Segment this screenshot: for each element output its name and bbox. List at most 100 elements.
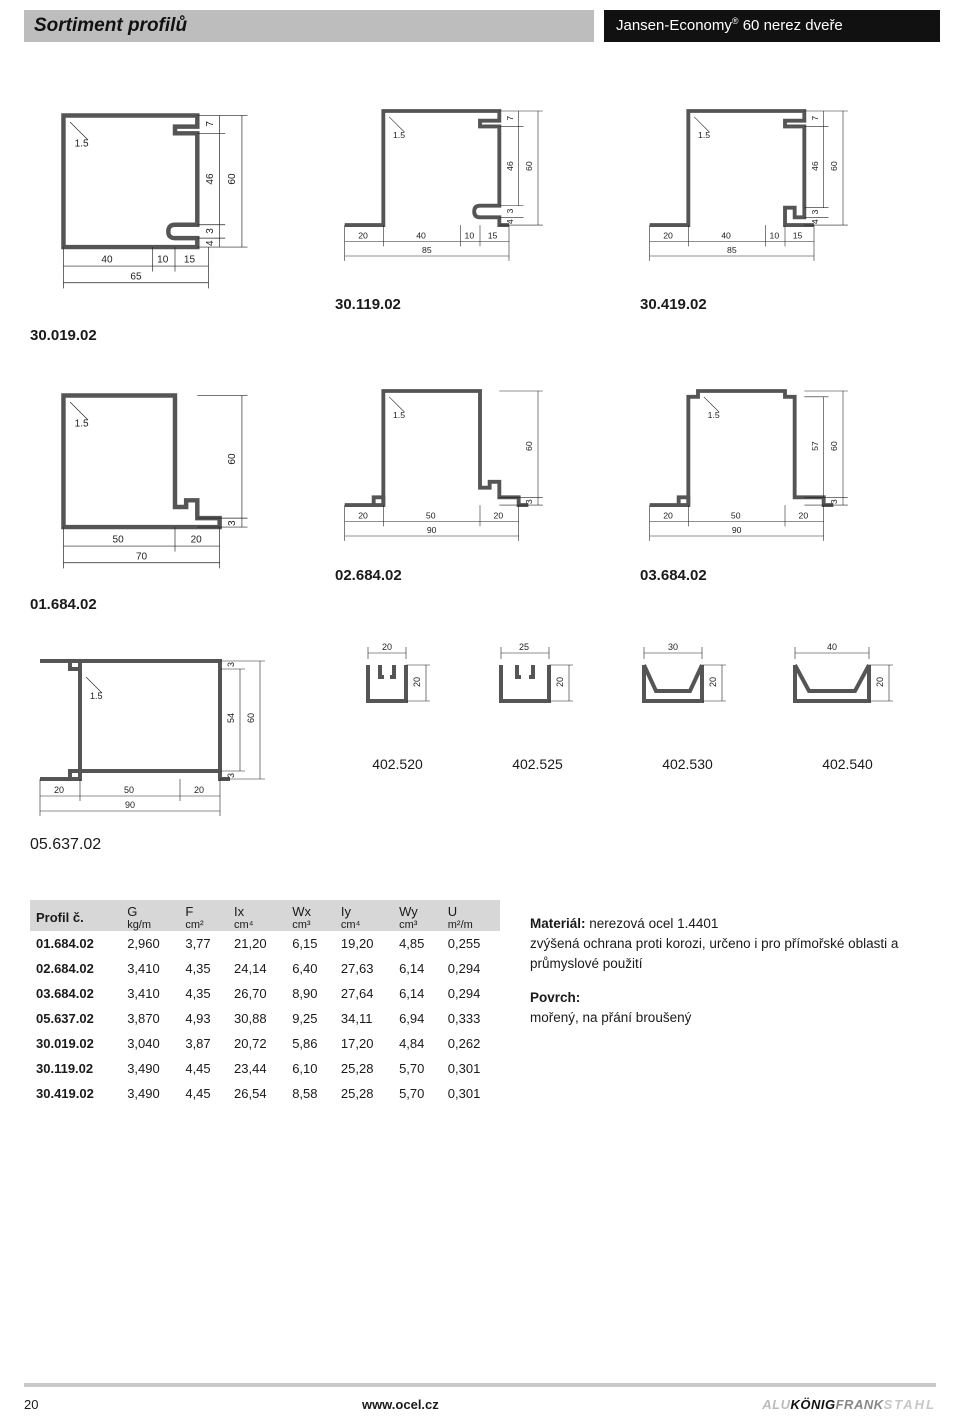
brand-part-konig: KÖNIG bbox=[790, 1397, 835, 1412]
dim-b3: 15 bbox=[793, 231, 803, 241]
surface-label: Povrch: bbox=[530, 990, 580, 1005]
profile-drawing: 1.5 7 46 60 3 4 bbox=[335, 82, 625, 285]
th-profile: Profil č. bbox=[30, 900, 121, 931]
table-cell: 3,77 bbox=[179, 931, 228, 956]
table-cell: 19,20 bbox=[335, 931, 393, 956]
dim-w: 30 bbox=[668, 642, 678, 652]
profile-02-684-02: 1.5 60 3 20 50 20 9 bbox=[335, 362, 625, 613]
profile-03-684-02: 1.5 57 60 3 20 50 bbox=[640, 362, 930, 613]
dim-thickness: 1.5 bbox=[708, 410, 720, 420]
table-cell: 0,294 bbox=[442, 956, 500, 981]
dim-b1: 50 bbox=[731, 511, 741, 521]
brand-part-alu: ALU bbox=[762, 1397, 790, 1412]
dim-b0: 50 bbox=[113, 535, 125, 546]
dim-mid: 46 bbox=[205, 173, 216, 185]
channel-402-525: 25 20 402.525 bbox=[473, 641, 603, 772]
table-cell: 01.684.02 bbox=[30, 931, 121, 956]
channel-402-530: 30 20 402.530 bbox=[618, 641, 758, 772]
profile-drawing: 1.5 57 60 3 20 50 bbox=[640, 362, 930, 555]
dim-bt: 90 bbox=[125, 800, 135, 810]
dim-step: 3 bbox=[205, 228, 216, 234]
dim-b2: 15 bbox=[184, 255, 196, 266]
th-f: Fcm² bbox=[179, 900, 228, 931]
table-cell: 30.419.02 bbox=[30, 1081, 121, 1106]
dim-top: 7 bbox=[205, 121, 216, 127]
material-note: zvýšená ochrana proti korozi, určeno i p… bbox=[530, 936, 898, 971]
material-text: nerezová ocel 1.4401 bbox=[586, 916, 719, 931]
dim-bot: 3 bbox=[226, 773, 236, 778]
profile-drawing: 1.5 3 54 60 3 20 bbox=[30, 631, 330, 831]
dim-b0: 20 bbox=[358, 511, 368, 521]
profile-id: 30.119.02 bbox=[335, 296, 625, 313]
page-number: 20 bbox=[24, 1397, 38, 1412]
table-cell: 34,11 bbox=[335, 1006, 393, 1031]
dim-full: 60 bbox=[524, 441, 534, 451]
table-cell: 0,301 bbox=[442, 1056, 500, 1081]
profile-drawing: 1.5 7 46 60 3 4 bbox=[640, 82, 930, 285]
profile-id: 05.637.02 bbox=[30, 836, 330, 854]
dim-thickness: 1.5 bbox=[75, 139, 89, 150]
th-ix: Ixcm⁴ bbox=[228, 900, 286, 931]
profile-id: 03.684.02 bbox=[640, 567, 930, 584]
channel-drawing: 25 20 bbox=[473, 641, 603, 751]
dim-bt: 65 bbox=[130, 271, 142, 282]
dim-h: 20 bbox=[555, 677, 565, 687]
table-cell: 3,870 bbox=[121, 1006, 179, 1031]
th-wx: Wxcm³ bbox=[286, 900, 335, 931]
table-cell: 6,94 bbox=[393, 1006, 442, 1031]
dim-bt: 85 bbox=[422, 245, 432, 255]
table-cell: 4,93 bbox=[179, 1006, 228, 1031]
channel-402-520: 20 20 402.520 bbox=[338, 641, 458, 772]
profile-01-684-02: 1.5 60 3 50 20 70 01.68 bbox=[30, 362, 320, 613]
properties-table: Profil č. Gkg/m Fcm² Ixcm⁴ Wxcm³ Iycm⁴ W… bbox=[30, 900, 500, 1106]
channel-drawing: 20 20 bbox=[338, 641, 458, 751]
header-right-title: Jansen-Economy® 60 nerez dveře bbox=[604, 10, 940, 42]
dim-full: 60 bbox=[246, 713, 256, 723]
hdr-right-pre: Jansen-Economy bbox=[616, 17, 732, 34]
channels-row: 20 20 402.520 25 bbox=[330, 631, 930, 772]
table-cell: 30,88 bbox=[228, 1006, 286, 1031]
dim-b0: 20 bbox=[663, 231, 673, 241]
dim-thickness: 1.5 bbox=[393, 130, 405, 140]
table-row: 02.684.023,4104,3524,146,4027,636,140,29… bbox=[30, 956, 500, 981]
dim-bt: 90 bbox=[427, 525, 437, 535]
profile-id: 30.419.02 bbox=[640, 296, 930, 313]
brand-part-frank: FRANK bbox=[836, 1397, 884, 1412]
dim-step: 3 bbox=[505, 208, 515, 213]
dim-b2: 20 bbox=[494, 511, 504, 521]
table-cell: 2,960 bbox=[121, 931, 179, 956]
dim-mid: 57 bbox=[810, 441, 820, 451]
footer: 20 www.ocel.cz ALUKÖNIGFRANKSTAHL bbox=[0, 1383, 960, 1412]
profile-row-3: 1.5 3 54 60 3 20 bbox=[30, 631, 930, 854]
table-cell: 3,490 bbox=[121, 1081, 179, 1106]
dim-b1: 20 bbox=[191, 535, 203, 546]
dim-b2: 10 bbox=[465, 231, 475, 241]
surface-text: mořený, na přání broušený bbox=[530, 1010, 691, 1025]
dim-step: 3 bbox=[810, 209, 820, 214]
hdr-right-post: 60 nerez dveře bbox=[739, 17, 843, 34]
table-cell: 0,333 bbox=[442, 1006, 500, 1031]
table-cell: 02.684.02 bbox=[30, 956, 121, 981]
dim-thickness: 1.5 bbox=[75, 419, 89, 430]
table-cell: 3,410 bbox=[121, 956, 179, 981]
th-g: Gkg/m bbox=[121, 900, 179, 931]
table-cell: 0,301 bbox=[442, 1081, 500, 1106]
channel-id: 402.520 bbox=[338, 756, 458, 772]
table-cell: 3,87 bbox=[179, 1031, 228, 1056]
dim-mid: 54 bbox=[226, 713, 236, 723]
channel-id: 402.540 bbox=[773, 756, 923, 772]
dim-w: 20 bbox=[382, 642, 392, 652]
table-cell: 4,85 bbox=[393, 931, 442, 956]
dim-thickness: 1.5 bbox=[90, 691, 103, 701]
dim-b0: 40 bbox=[101, 255, 113, 266]
profile-row-1: 1.5 7 46 60 3 4 bbox=[30, 82, 930, 344]
table-cell: 9,25 bbox=[286, 1006, 335, 1031]
table-header-row: Profil č. Gkg/m Fcm² Ixcm⁴ Wxcm³ Iycm⁴ W… bbox=[30, 900, 500, 931]
info-text: Materiál: nerezová ocel 1.4401 zvýšená o… bbox=[530, 900, 930, 1106]
brand-logo: ALUKÖNIGFRANKSTAHL bbox=[762, 1397, 936, 1412]
table-cell: 4,45 bbox=[179, 1081, 228, 1106]
profile-id: 01.684.02 bbox=[30, 596, 320, 613]
dim-full: 60 bbox=[829, 161, 839, 171]
table-cell: 8,90 bbox=[286, 981, 335, 1006]
dim-b0: 20 bbox=[54, 785, 64, 795]
